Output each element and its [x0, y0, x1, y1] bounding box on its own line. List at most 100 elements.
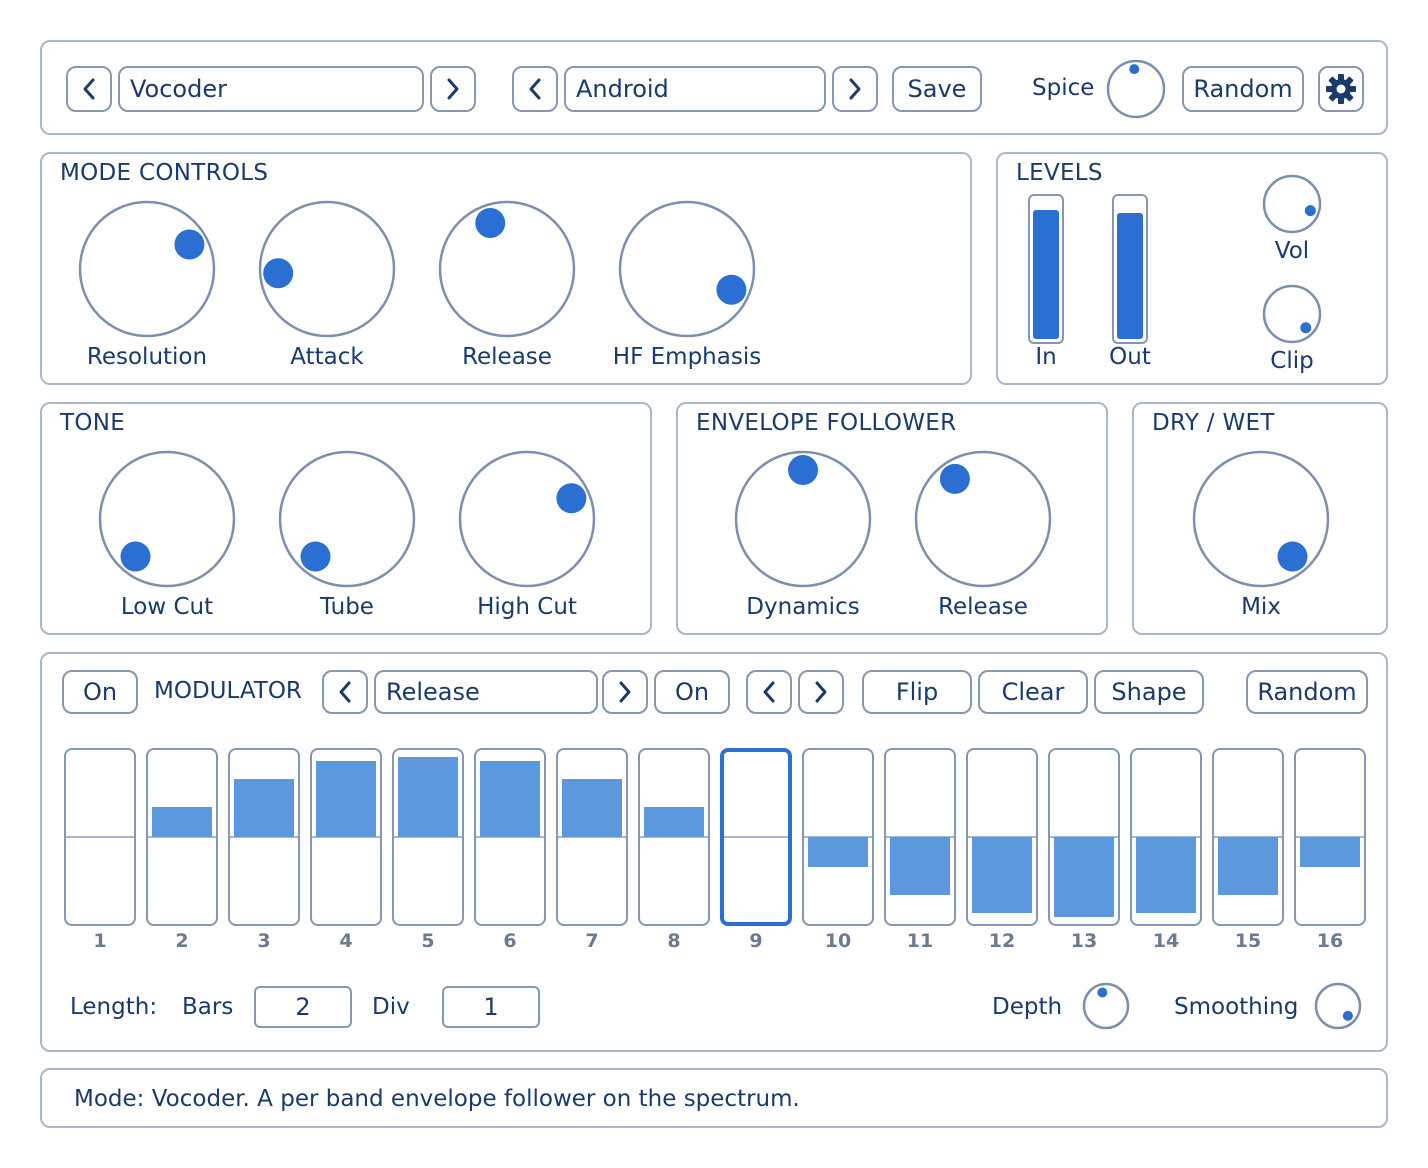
step-bar — [1300, 837, 1360, 867]
step-slider[interactable] — [1294, 748, 1366, 926]
knob-indicator — [788, 455, 818, 485]
mode-controls-title: MODE CONTROLS — [60, 160, 269, 186]
chevron-right-icon — [619, 681, 631, 703]
step-center-line — [558, 836, 626, 838]
flip-button[interactable]: Flip — [862, 670, 972, 714]
target-next-button[interactable] — [602, 670, 648, 714]
step-number: 5 — [421, 930, 435, 952]
step-slider[interactable] — [392, 748, 464, 926]
vol-knob[interactable] — [1262, 174, 1322, 234]
clip-label: Clip — [1270, 348, 1314, 374]
step-number: 1 — [93, 930, 107, 952]
save-button[interactable]: Save — [892, 66, 982, 112]
step-slider[interactable] — [474, 748, 546, 926]
sub-preset-field[interactable]: Android — [564, 66, 826, 112]
step-slider[interactable] — [146, 748, 218, 926]
step-slider[interactable] — [64, 748, 136, 926]
step-slider[interactable] — [228, 748, 300, 926]
tube-knob[interactable] — [278, 450, 416, 588]
knob-graphic — [1262, 284, 1322, 344]
step-bar — [480, 761, 540, 837]
resolution-knob[interactable] — [78, 200, 216, 338]
depth-knob[interactable] — [1082, 982, 1130, 1030]
dynamics-knob[interactable] — [734, 450, 872, 588]
div-input[interactable]: 1 — [442, 986, 540, 1028]
high-cut-knob[interactable] — [458, 450, 596, 588]
step-number: 14 — [1152, 930, 1180, 952]
step-center-line — [66, 836, 134, 838]
clip-knob[interactable] — [1262, 284, 1322, 344]
knob-graphic — [78, 200, 216, 338]
knob-body — [734, 450, 872, 588]
step-slider[interactable] — [310, 748, 382, 926]
step-slider[interactable] — [966, 748, 1038, 926]
step-next-button[interactable] — [798, 670, 844, 714]
knob-graphic — [258, 200, 396, 338]
knob-graphic — [278, 450, 416, 588]
attack-knob[interactable] — [258, 200, 396, 338]
hf-emphasis-knob[interactable] — [618, 200, 756, 338]
step-number: 10 — [824, 930, 852, 952]
envelope-release-knob[interactable] — [914, 450, 1052, 588]
preset-prev-button[interactable] — [512, 66, 558, 112]
step-bar — [152, 807, 212, 837]
in-meter-fill — [1033, 210, 1059, 339]
step-slider[interactable] — [556, 748, 628, 926]
step-center-line — [230, 836, 298, 838]
modulator-target-field[interactable]: Release — [374, 670, 598, 714]
modulator-title: MODULATOR — [154, 678, 302, 704]
step-slider[interactable] — [884, 748, 956, 926]
step-slider[interactable] — [1048, 748, 1120, 926]
step-slider[interactable] — [802, 748, 874, 926]
random-preset-button[interactable]: Random — [1182, 66, 1304, 112]
bars-input[interactable]: 2 — [254, 986, 352, 1028]
mode-next-button[interactable] — [430, 66, 476, 112]
div-label: Div — [372, 994, 410, 1020]
in-meter — [1028, 194, 1064, 344]
step-center-line — [394, 836, 462, 838]
knob-graphic — [1192, 450, 1330, 588]
knob-graphic — [618, 200, 756, 338]
knob-body — [1192, 450, 1330, 588]
smoothing-label: Smoothing — [1174, 994, 1299, 1020]
step-slider[interactable] — [1130, 748, 1202, 926]
smoothing-knob[interactable] — [1314, 982, 1362, 1030]
clear-button[interactable]: Clear — [978, 670, 1088, 714]
target-prev-button[interactable] — [322, 670, 368, 714]
knob-indicator — [1129, 64, 1140, 75]
status-text: Mode: Vocoder. A per band envelope follo… — [74, 1086, 800, 1112]
knob-graphic — [1106, 59, 1166, 119]
low-cut-knob[interactable] — [98, 450, 236, 588]
knob-body — [1314, 982, 1362, 1030]
chevron-left-icon — [763, 681, 775, 703]
step-bar — [890, 837, 950, 896]
target-on-button[interactable]: On — [654, 670, 730, 714]
step-number: 6 — [503, 930, 517, 952]
step-bar — [562, 778, 622, 837]
chevron-right-icon — [849, 78, 861, 100]
depth-label: Depth — [992, 994, 1063, 1020]
knob-indicator — [939, 463, 970, 494]
step-slider[interactable] — [720, 748, 792, 926]
settings-button[interactable] — [1318, 66, 1364, 112]
spice-knob[interactable] — [1106, 59, 1166, 119]
mix-knob[interactable] — [1192, 450, 1330, 588]
shape-button[interactable]: Shape — [1094, 670, 1204, 714]
step-prev-button[interactable] — [746, 670, 792, 714]
step-slider[interactable] — [1212, 748, 1284, 926]
mode-prev-button[interactable] — [66, 66, 112, 112]
step-bar — [398, 757, 458, 837]
release-knob[interactable] — [438, 200, 576, 338]
modulator-random-button[interactable]: Random — [1246, 670, 1368, 714]
chevron-left-icon — [339, 681, 351, 703]
step-slider[interactable] — [638, 748, 710, 926]
knob-graphic — [734, 450, 872, 588]
chevron-left-icon — [529, 78, 541, 100]
preset-next-button[interactable] — [832, 66, 878, 112]
step-center-line — [476, 836, 544, 838]
modulator-on-button[interactable]: On — [62, 670, 138, 714]
tone-panel: TONE Low Cut Tube High Cut — [40, 402, 652, 635]
mode-preset-field[interactable]: Vocoder — [118, 66, 424, 112]
envelope-release-label: Release — [938, 594, 1028, 620]
knob-indicator — [1304, 205, 1316, 217]
